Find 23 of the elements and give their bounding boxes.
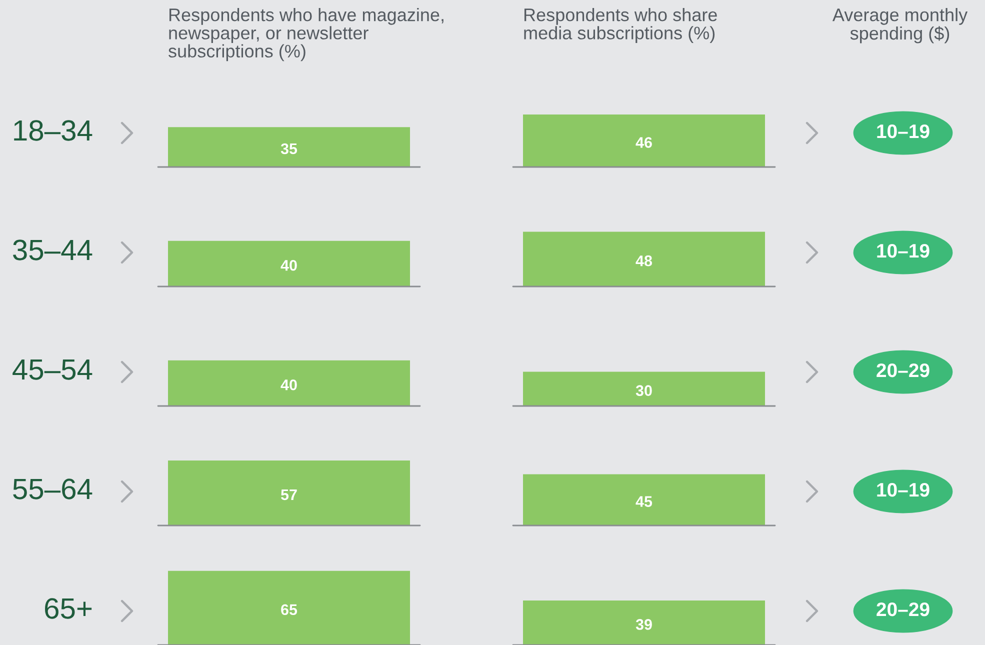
text: 10–19 (877, 244, 930, 258)
category-label: 18–34 (14, 120, 92, 141)
data-label: 40 (280, 260, 297, 271)
data-label: 35 (280, 143, 298, 154)
data-label: 40 (280, 379, 297, 390)
category-label: 35–44 (13, 240, 92, 260)
text: Respondents who have magazine, newspaper, or newsletter subscriptions (%) (168, 8, 444, 62)
text: 20–29 (876, 363, 930, 378)
text: Average monthly spending ($) (832, 8, 968, 44)
data-label: 45 (636, 496, 652, 507)
data-label: 48 (636, 255, 652, 266)
data-label: 39 (636, 619, 652, 630)
data-label: 46 (636, 137, 652, 148)
category-label: 45–54 (12, 359, 92, 380)
text: 10–19 (877, 124, 930, 138)
data-label: 30 (636, 385, 652, 396)
text: Respondents who share media subscriptions (%) (524, 8, 717, 43)
data-label: 65 (281, 604, 298, 616)
text: 10–19 (877, 482, 930, 497)
category-label: 65+ (45, 598, 92, 619)
category-label: 55–64 (13, 478, 92, 500)
data-label: 57 (280, 489, 297, 500)
text: 20–29 (876, 602, 930, 616)
